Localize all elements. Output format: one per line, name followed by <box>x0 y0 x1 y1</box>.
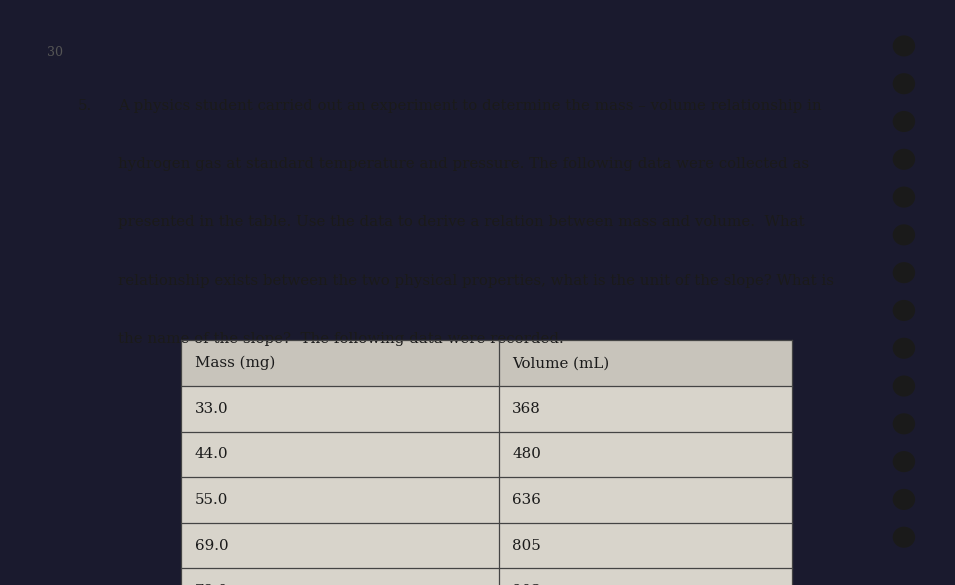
Text: presented in the table. Use the data to derive a relation between mass and volum: presented in the table. Use the data to … <box>118 215 805 229</box>
Ellipse shape <box>893 413 915 435</box>
Ellipse shape <box>893 376 915 397</box>
Text: 69.0: 69.0 <box>195 539 228 553</box>
Ellipse shape <box>893 187 915 208</box>
Text: 805: 805 <box>512 539 541 553</box>
Text: 30: 30 <box>47 46 63 59</box>
Text: 55.0: 55.0 <box>195 493 228 507</box>
Text: Mass (mg): Mass (mg) <box>195 356 275 370</box>
Ellipse shape <box>893 262 915 283</box>
Text: Volume (mL): Volume (mL) <box>512 356 609 370</box>
Ellipse shape <box>893 111 915 132</box>
Bar <box>181 340 792 585</box>
Text: 636: 636 <box>512 493 541 507</box>
Text: 5.: 5. <box>78 99 93 113</box>
Ellipse shape <box>893 451 915 472</box>
Text: 44.0: 44.0 <box>195 448 228 462</box>
Text: 368: 368 <box>512 402 541 416</box>
Ellipse shape <box>893 224 915 246</box>
Bar <box>181 340 792 386</box>
Text: 480: 480 <box>512 448 541 462</box>
Text: 33.0: 33.0 <box>195 402 228 416</box>
Text: 78.0: 78.0 <box>195 584 228 585</box>
Ellipse shape <box>893 300 915 321</box>
Text: the name of the slope?  The following data were recorded.: the name of the slope? The following dat… <box>118 332 564 346</box>
Ellipse shape <box>893 489 915 510</box>
Ellipse shape <box>893 73 915 94</box>
Text: hydrogen gas at standard temperature and pressure. The following data were colle: hydrogen gas at standard temperature and… <box>118 157 810 171</box>
Text: relationship exists between the two physical properties, what is the unit of the: relationship exists between the two phys… <box>118 274 835 288</box>
Ellipse shape <box>893 149 915 170</box>
Text: A physics student carried out an experiment to determine the mass – volume relat: A physics student carried out an experim… <box>118 99 822 113</box>
Ellipse shape <box>893 526 915 548</box>
Text: 903: 903 <box>512 584 541 585</box>
Ellipse shape <box>893 338 915 359</box>
Ellipse shape <box>893 35 915 57</box>
